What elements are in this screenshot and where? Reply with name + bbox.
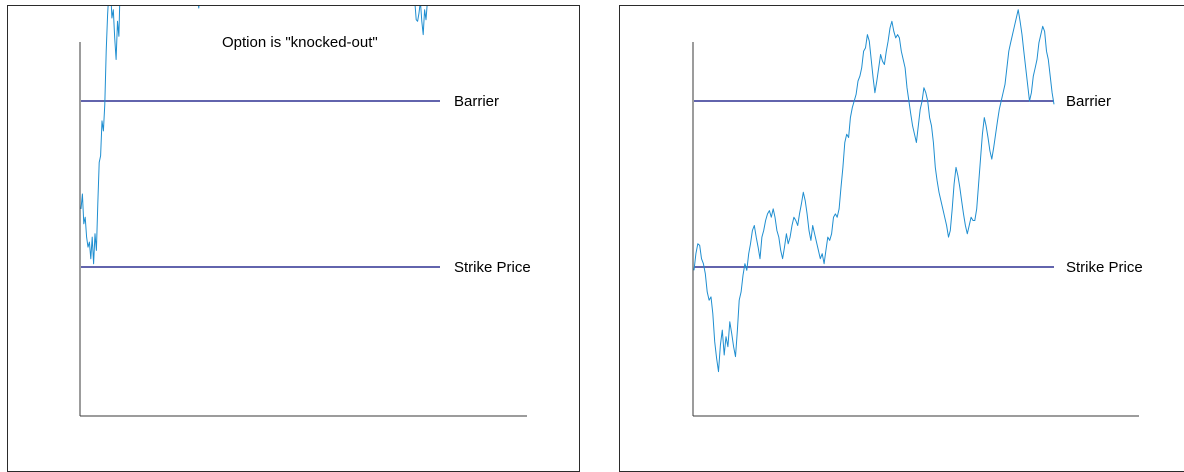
chart-panel-left: Option is "knocked-out" Barrier Strike P…	[7, 5, 580, 472]
chart-left-svg: Option is "knocked-out" Barrier Strike P…	[79, 6, 531, 417]
price-path-line	[693, 9, 1055, 373]
barrier-label: Barrier	[454, 93, 499, 110]
barrier-label: Barrier	[1066, 93, 1111, 110]
strike-price-label: Strike Price	[454, 259, 531, 276]
strike-price-label: Strike Price	[1066, 259, 1143, 276]
knocked-out-annotation: Option is "knocked-out"	[222, 34, 378, 51]
chart-right-svg: Barrier Strike Price	[692, 9, 1143, 417]
chart-panel-right: Barrier Strike Price	[619, 5, 1184, 472]
